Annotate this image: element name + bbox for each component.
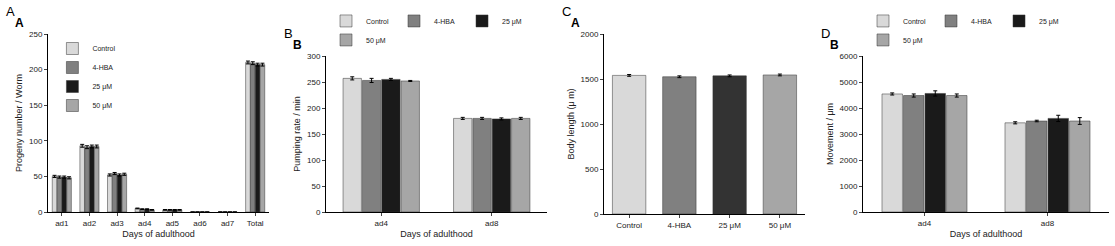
svg-text:Total: Total <box>247 219 264 228</box>
svg-text:ad7: ad7 <box>221 219 235 228</box>
svg-text:2000: 2000 <box>840 156 858 165</box>
svg-text:6000: 6000 <box>840 52 858 61</box>
svg-text:1000: 1000 <box>840 182 858 191</box>
svg-text:ad4: ad4 <box>918 219 932 228</box>
svg-text:4-HBA: 4-HBA <box>434 18 455 25</box>
svg-text:0: 0 <box>38 208 43 217</box>
svg-text:Progeny number / Worm: Progeny number / Worm <box>14 74 24 172</box>
svg-text:100: 100 <box>29 137 43 146</box>
svg-text:ad4: ad4 <box>375 219 389 228</box>
svg-text:1000: 1000 <box>581 120 599 129</box>
svg-text:200: 200 <box>307 104 321 113</box>
svg-text:Days of adulthood: Days of adulthood <box>400 229 473 239</box>
svg-text:A: A <box>15 16 24 30</box>
svg-text:4-HBA: 4-HBA <box>971 18 992 25</box>
svg-text:ad8: ad8 <box>1041 219 1055 228</box>
svg-text:3000: 3000 <box>840 130 858 139</box>
svg-text:300: 300 <box>307 52 321 61</box>
svg-text:50 μM: 50 μM <box>92 102 112 110</box>
svg-text:Days of adulthood: Days of adulthood <box>950 229 1023 239</box>
svg-text:Movement / μm: Movement / μm <box>825 103 835 165</box>
svg-text:ad4: ad4 <box>138 219 152 228</box>
svg-text:0: 0 <box>594 210 599 219</box>
svg-text:ad8: ad8 <box>485 219 499 228</box>
svg-text:500: 500 <box>585 165 599 174</box>
svg-text:25 μM: 25 μM <box>92 83 112 91</box>
svg-text:Pumping rate / min: Pumping rate / min <box>292 96 302 172</box>
svg-text:A: A <box>571 16 580 30</box>
svg-text:ad6: ad6 <box>193 219 207 228</box>
svg-text:25 μM: 25 μM <box>718 221 741 230</box>
svg-text:ad1: ad1 <box>55 219 69 228</box>
svg-text:50: 50 <box>33 172 42 181</box>
svg-text:B: B <box>284 26 293 41</box>
svg-text:250: 250 <box>29 30 43 39</box>
svg-text:5000: 5000 <box>840 78 858 87</box>
svg-text:A: A <box>6 4 15 19</box>
svg-text:Control: Control <box>92 45 115 52</box>
svg-text:2000: 2000 <box>581 30 599 39</box>
svg-text:50: 50 <box>311 182 320 191</box>
svg-text:Control: Control <box>366 18 389 25</box>
svg-text:B: B <box>293 38 302 52</box>
svg-text:200: 200 <box>29 65 43 74</box>
svg-text:4000: 4000 <box>840 104 858 113</box>
svg-text:25 μM: 25 μM <box>1039 18 1059 26</box>
svg-text:100: 100 <box>307 156 321 165</box>
svg-text:4-HBA: 4-HBA <box>668 221 692 230</box>
svg-text:Days of adulthood: Days of adulthood <box>122 229 195 239</box>
svg-text:1500: 1500 <box>581 75 599 84</box>
svg-text:ad2: ad2 <box>83 219 97 228</box>
svg-text:Control: Control <box>616 221 642 230</box>
svg-text:150: 150 <box>307 130 321 139</box>
svg-text:C: C <box>562 4 571 19</box>
svg-text:150: 150 <box>29 101 43 110</box>
svg-text:Body length (μ m): Body length (μ m) <box>566 88 576 159</box>
svg-text:50 μM: 50 μM <box>769 221 792 230</box>
svg-text:250: 250 <box>307 78 321 87</box>
svg-text:ad5: ad5 <box>166 219 180 228</box>
svg-text:50 μM: 50 μM <box>366 37 386 45</box>
svg-text:0: 0 <box>316 208 321 217</box>
svg-text:50 μM: 50 μM <box>903 37 923 45</box>
svg-text:0: 0 <box>853 208 858 217</box>
svg-text:D: D <box>821 26 830 41</box>
svg-text:B: B <box>830 38 839 52</box>
svg-text:Control: Control <box>903 18 926 25</box>
svg-text:25 μM: 25 μM <box>502 18 522 26</box>
svg-text:4-HBA: 4-HBA <box>92 64 113 71</box>
svg-text:ad3: ad3 <box>110 219 124 228</box>
